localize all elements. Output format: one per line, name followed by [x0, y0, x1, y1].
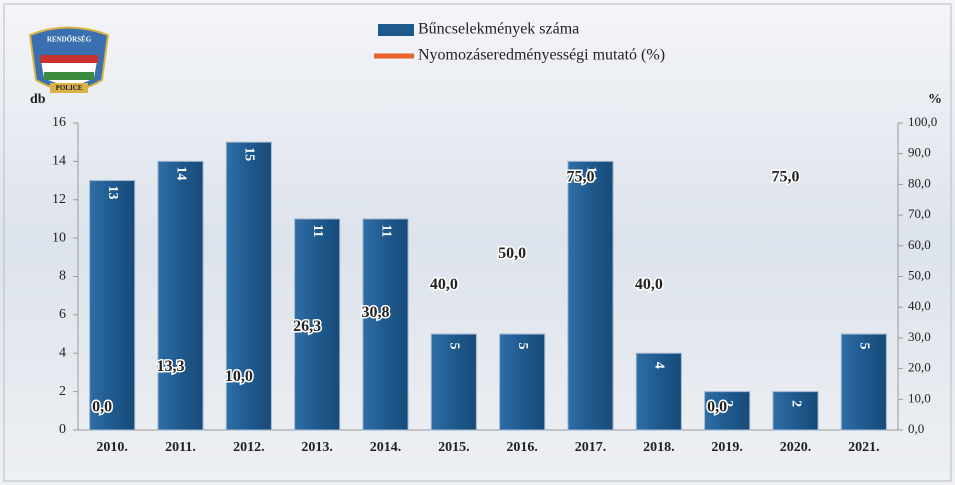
x-tick-label: 2021. — [848, 440, 880, 455]
legend-label: Nyomozáseredményességi mutató (%) — [418, 47, 665, 64]
bar — [635, 352, 682, 431]
bar — [772, 391, 819, 431]
y-tick-label: 8 — [59, 269, 66, 284]
bar — [704, 391, 751, 431]
x-tick-label: 2012. — [233, 440, 265, 455]
y2-tick-label: 90,0 — [908, 145, 931, 160]
legend-swatch — [378, 24, 414, 36]
line-label: 30,8 — [362, 304, 390, 321]
y-tick-label: 2 — [59, 384, 66, 399]
line-label: 0,0 — [92, 399, 112, 416]
x-tick-label: 2020. — [780, 440, 812, 455]
y-tick-label: 14 — [52, 154, 66, 169]
bar — [430, 333, 477, 431]
y-tick-label: 12 — [52, 192, 66, 207]
bar — [89, 180, 136, 431]
bar — [294, 218, 341, 431]
x-tick-label: 2016. — [506, 440, 538, 455]
y-tick-label: 10 — [52, 230, 66, 245]
y2-tick-label: 30,0 — [908, 329, 931, 344]
legend-label: Bűncselekmények száma — [418, 21, 579, 38]
x-tick-label: 2010. — [96, 440, 128, 455]
bar-label: 4 — [652, 362, 667, 369]
bar — [567, 160, 614, 431]
bar-label: 11 — [378, 224, 393, 237]
logo: RENDŐRSÉG POLICE — [28, 26, 110, 93]
bar — [362, 218, 409, 431]
x-tick-label: 2013. — [301, 440, 333, 455]
bar — [499, 333, 546, 431]
bar-label: 15 — [242, 147, 257, 161]
line-label: 10,0 — [225, 368, 253, 385]
bar-label: 5 — [515, 343, 530, 350]
y-tick-label: 16 — [52, 115, 66, 130]
line-label: 13,3 — [157, 358, 185, 375]
y-tick-label: 4 — [59, 345, 66, 360]
line-label: 26,3 — [293, 318, 321, 335]
line-label: 40,0 — [635, 276, 663, 293]
bar — [157, 160, 204, 431]
y2-tick-label: 100,0 — [908, 114, 937, 129]
y-tick-label: 0 — [59, 422, 66, 437]
frame — [3, 3, 952, 482]
line-label: 75,0 — [772, 168, 800, 185]
logo-text: RENDŐRSÉG — [47, 36, 92, 44]
line-label: 0,0 — [707, 399, 727, 416]
logo-text: POLICE — [56, 84, 83, 92]
y2-tick-label: 60,0 — [908, 237, 931, 252]
y2-axis-label: % — [928, 92, 942, 107]
line-label: 50,0 — [498, 245, 526, 262]
bar-label: 14 — [173, 166, 188, 180]
y-axis-label: db — [30, 92, 46, 107]
y2-tick-label: 70,0 — [908, 206, 931, 221]
bar-label: 13 — [105, 186, 120, 200]
bar-label: 5 — [447, 343, 462, 350]
y2-tick-label: 50,0 — [908, 267, 931, 282]
logo-banner — [50, 83, 88, 93]
y2-tick-label: 40,0 — [908, 298, 931, 313]
logo-stripe — [40, 55, 98, 63]
y2-tick-label: 10,0 — [908, 390, 931, 405]
bar-label: 2 — [720, 400, 735, 407]
x-tick-label: 2019. — [711, 440, 743, 455]
x-tick-label: 2018. — [643, 440, 675, 455]
x-tick-label: 2011. — [165, 440, 196, 455]
logo-stripe — [44, 72, 94, 80]
line-label: 75,0 — [567, 168, 595, 185]
bar-label: 2 — [788, 400, 803, 407]
bar-label: 11 — [310, 224, 325, 237]
y2-tick-label: 0,0 — [908, 421, 924, 436]
bar — [840, 333, 887, 431]
line-label: 40,0 — [430, 276, 458, 293]
x-tick-label: 2014. — [370, 440, 402, 455]
y-tick-label: 6 — [59, 307, 66, 322]
y2-tick-label: 20,0 — [908, 360, 931, 375]
bar-label: 5 — [857, 343, 872, 350]
bar — [225, 141, 272, 431]
y2-tick-label: 80,0 — [908, 175, 931, 190]
bar-label: 14 — [583, 166, 598, 180]
x-tick-label: 2017. — [575, 440, 607, 455]
x-tick-label: 2015. — [438, 440, 470, 455]
